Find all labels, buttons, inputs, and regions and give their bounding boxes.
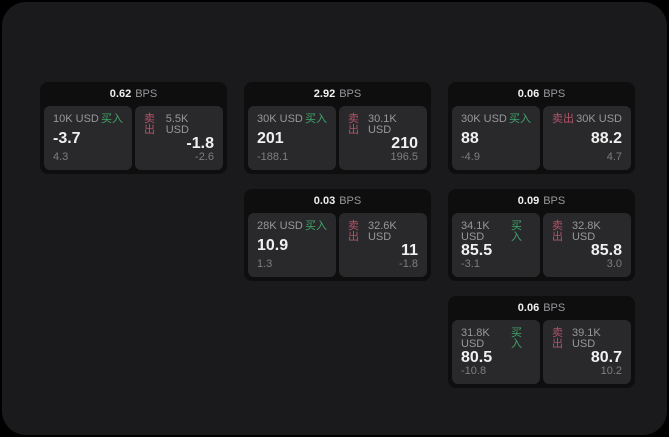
buy-price: 10.9 bbox=[257, 236, 289, 254]
sell-price: 85.8 bbox=[590, 242, 622, 259]
quote-card: 0.06 BPS 30K USD 买入 88 -4.9 卖出 30K USD bbox=[448, 82, 635, 174]
sell-delta: 4.7 bbox=[606, 151, 622, 163]
sell-quote-tile[interactable]: 卖出 32.8K USD 85.8 3.0 bbox=[543, 213, 631, 277]
buy-quote-tile[interactable]: 10K USD 买入 -3.7 4.3 bbox=[44, 106, 132, 170]
bps-unit: BPS bbox=[543, 88, 566, 100]
buy-delta: -3.1 bbox=[461, 258, 480, 270]
sell-delta: 196.5 bbox=[390, 151, 418, 163]
buy-delta: -10.8 bbox=[461, 365, 487, 377]
bps-value: 0.06 bbox=[517, 302, 540, 314]
buy-delta: -188.1 bbox=[257, 151, 289, 163]
bps-header: 0.62 BPS bbox=[40, 82, 227, 106]
sell-quote-tile[interactable]: 卖出 5.5K USD -1.8 -2.6 bbox=[135, 106, 223, 170]
sell-delta: -1.8 bbox=[399, 258, 418, 270]
quote-tiles: 28K USD 买入 10.9 1.3 卖出 32.6K USD 11 -1.8 bbox=[244, 213, 431, 281]
buy-size: 10K USD bbox=[53, 113, 99, 125]
bps-header: 0.06 BPS bbox=[448, 82, 635, 106]
sell-quote-tile[interactable]: 卖出 30K USD 88.2 4.7 bbox=[543, 106, 631, 170]
sell-delta: 3.0 bbox=[606, 258, 622, 270]
bps-header: 0.09 BPS bbox=[448, 189, 635, 213]
sell-quote-tile[interactable]: 卖出 32.6K USD 11 -1.8 bbox=[339, 213, 427, 277]
buy-quote-tile[interactable]: 28K USD 买入 10.9 1.3 bbox=[248, 213, 336, 277]
buy-size: 28K USD bbox=[257, 220, 303, 232]
sell-price: 210 bbox=[391, 135, 418, 152]
bps-header: 0.03 BPS bbox=[244, 189, 431, 213]
sell-side-label: 卖出 bbox=[348, 220, 359, 243]
buy-quote-tile[interactable]: 30K USD 买入 88 -4.9 bbox=[452, 106, 540, 170]
sell-price: 11 bbox=[401, 242, 418, 259]
bps-unit: BPS bbox=[543, 195, 566, 207]
sell-side-label: 卖出 bbox=[552, 220, 563, 243]
quote-card: 0.06 BPS 31.8K USD 买入 80.5 -10.8 卖出 39.1… bbox=[448, 296, 635, 388]
bps-value: 0.03 bbox=[313, 195, 336, 207]
buy-price: 80.5 bbox=[461, 349, 493, 366]
sell-size: 39.1K USD bbox=[571, 327, 601, 350]
quote-tiles: 34.1K USD 买入 85.5 -3.1 卖出 32.8K USD 85.8… bbox=[448, 213, 635, 281]
buy-price: -3.7 bbox=[53, 129, 81, 147]
sell-size: 32.6K USD bbox=[367, 220, 397, 243]
quote-grid: 0.62 BPS 10K USD 买入 -3.7 4.3 卖出 5.5K USD bbox=[40, 82, 635, 388]
quote-tiles: 31.8K USD 买入 80.5 -10.8 卖出 39.1K USD 80.… bbox=[448, 320, 635, 388]
buy-price: 85.5 bbox=[461, 242, 493, 259]
buy-delta: 4.3 bbox=[53, 151, 69, 163]
buy-size: 31.8K USD bbox=[461, 327, 490, 350]
sell-price: 88.2 bbox=[590, 129, 622, 147]
bps-value: 0.62 bbox=[109, 88, 132, 100]
bps-unit: BPS bbox=[543, 302, 566, 314]
quote-card: 0.62 BPS 10K USD 买入 -3.7 4.3 卖出 5.5K USD bbox=[40, 82, 227, 174]
sell-side-label: 卖出 bbox=[552, 113, 574, 125]
buy-side-label: 买入 bbox=[511, 327, 523, 350]
buy-side-label: 买入 bbox=[511, 220, 523, 243]
sell-side-label: 卖出 bbox=[348, 113, 359, 136]
sell-size: 30.1K USD bbox=[367, 113, 397, 136]
buy-delta: -4.9 bbox=[461, 151, 480, 163]
buy-size: 34.1K USD bbox=[461, 220, 490, 243]
bps-header: 2.92 BPS bbox=[244, 82, 431, 106]
buy-side-label: 买入 bbox=[305, 113, 327, 125]
bps-value: 0.09 bbox=[517, 195, 540, 207]
quote-card: 0.03 BPS 28K USD 买入 10.9 1.3 卖出 32.6K US… bbox=[244, 189, 431, 281]
quote-tiles: 30K USD 买入 88 -4.9 卖出 30K USD 88.2 4.7 bbox=[448, 106, 635, 174]
sell-size: 30K USD bbox=[576, 113, 622, 125]
buy-quote-tile[interactable]: 30K USD 买入 201 -188.1 bbox=[248, 106, 336, 170]
buy-price: 88 bbox=[461, 129, 479, 147]
sell-side-label: 卖出 bbox=[552, 327, 563, 350]
buy-delta: 1.3 bbox=[257, 258, 273, 270]
buy-price: 201 bbox=[257, 129, 284, 147]
buy-size: 30K USD bbox=[257, 113, 303, 125]
buy-quote-tile[interactable]: 34.1K USD 买入 85.5 -3.1 bbox=[452, 213, 540, 277]
buy-side-label: 买入 bbox=[305, 220, 327, 232]
sell-size: 32.8K USD bbox=[571, 220, 601, 243]
buy-size: 30K USD bbox=[461, 113, 507, 125]
sell-delta: 10.2 bbox=[600, 365, 622, 377]
sell-price: -1.8 bbox=[186, 135, 214, 152]
buy-quote-tile[interactable]: 31.8K USD 买入 80.5 -10.8 bbox=[452, 320, 540, 384]
quote-tiles: 30K USD 买入 201 -188.1 卖出 30.1K USD 210 1… bbox=[244, 106, 431, 174]
bps-unit: BPS bbox=[339, 195, 362, 207]
quote-tiles: 10K USD 买入 -3.7 4.3 卖出 5.5K USD -1.8 -2.… bbox=[40, 106, 227, 174]
sell-size: 5.5K USD bbox=[165, 113, 189, 136]
buy-side-label: 买入 bbox=[101, 113, 123, 125]
bps-unit: BPS bbox=[339, 88, 362, 100]
sell-quote-tile[interactable]: 卖出 39.1K USD 80.7 10.2 bbox=[543, 320, 631, 384]
sell-side-label: 卖出 bbox=[144, 113, 155, 136]
buy-side-label: 买入 bbox=[509, 113, 531, 125]
quote-card: 0.09 BPS 34.1K USD 买入 85.5 -3.1 卖出 32.8K… bbox=[448, 189, 635, 281]
bps-value: 2.92 bbox=[313, 88, 336, 100]
sell-price: 80.7 bbox=[590, 349, 622, 366]
bps-header: 0.06 BPS bbox=[448, 296, 635, 320]
bps-value: 0.06 bbox=[517, 88, 540, 100]
sell-delta: -2.6 bbox=[195, 151, 214, 163]
sell-quote-tile[interactable]: 卖出 30.1K USD 210 196.5 bbox=[339, 106, 427, 170]
quote-card: 2.92 BPS 30K USD 买入 201 -188.1 卖出 30.1K … bbox=[244, 82, 431, 174]
bps-unit: BPS bbox=[135, 88, 158, 100]
